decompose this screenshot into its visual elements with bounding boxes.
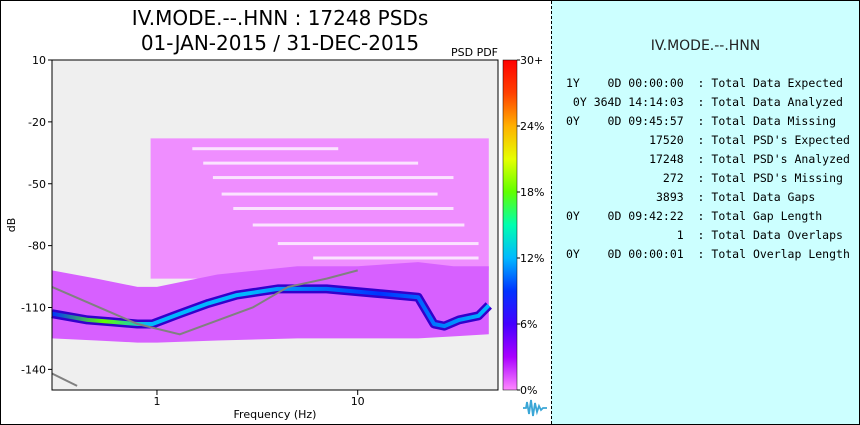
stats-row: 0Y 364D 14:14:03 : Total Data Analyzed <box>566 95 843 109</box>
colorbar <box>502 59 518 391</box>
pdf-streak <box>212 176 454 180</box>
stats-label: : Total Data Gaps <box>683 190 816 204</box>
stats-title: IV.MODE.--.HNN <box>650 38 761 54</box>
stats-label: : Total PSD's Analyzed <box>683 152 850 166</box>
stats-value: 3893 <box>566 190 684 204</box>
plot-border <box>51 59 499 391</box>
stats-row: 17520 : Total PSD's Expected <box>566 133 850 147</box>
stats-row: 0Y 0D 09:42:22 : Total Gap Length <box>566 209 822 223</box>
y-tick-label: -110 <box>21 302 46 315</box>
stats-label: : Total Overlap Length <box>683 247 850 261</box>
stats-label: : Total Data Expected <box>683 76 843 90</box>
stats-value: 17248 <box>566 152 684 166</box>
stats-value: 17520 <box>566 133 684 147</box>
colorbar-tick-label: 6% <box>520 318 537 331</box>
pdf-streak <box>203 161 419 165</box>
chart-date-range: 01-JAN-2015 / 31-DEC-2015 <box>140 31 420 55</box>
stats-value: 1 <box>566 228 684 242</box>
stats-value: 0Y 364D 14:14:03 <box>566 95 684 109</box>
x-tick-label: 1 <box>153 395 160 408</box>
colorbar-tick-label: 18% <box>520 186 544 199</box>
stats-value: 0Y 0D 00:00:01 <box>566 247 684 261</box>
colorbar-tick-label: 0% <box>520 384 537 397</box>
y-tick-label: -80 <box>28 240 46 253</box>
stats-value: 0Y 0D 09:45:57 <box>566 114 684 128</box>
y-tick-label: -140 <box>21 363 46 376</box>
pdf-streak <box>192 147 339 151</box>
stats-panel: IV.MODE.--.HNN 1Y 0D 00:00:00 : Total Da… <box>551 1 859 424</box>
stats-row: 3893 : Total Data Gaps <box>566 190 815 204</box>
stats-value: 272 <box>566 171 684 185</box>
pdf-streak <box>313 256 479 260</box>
stats-label: : Total PSD's Missing <box>683 171 843 185</box>
colorbar-tick-label: 12% <box>520 252 544 265</box>
x-tick-label: 10 <box>351 395 365 408</box>
stats-row: 272 : Total PSD's Missing <box>566 171 843 185</box>
noise-model-line <box>51 269 358 336</box>
y-tick-label: -50 <box>28 178 46 191</box>
stats-label: : Total PSD's Expected <box>683 133 850 147</box>
chart-title: IV.MODE.--.HNN : 17248 PSDs <box>131 6 429 30</box>
colorbar-tick-label: 24% <box>520 120 544 133</box>
pdf-streak <box>221 192 438 196</box>
stats-value: 1Y 0D 00:00:00 <box>566 76 684 90</box>
stats-label: : Total Data Analyzed <box>683 95 843 109</box>
x-axis-label: Frequency (Hz) <box>234 408 317 421</box>
stats-row: 17248 : Total PSD's Analyzed <box>566 152 850 166</box>
stats-row: 1Y 0D 00:00:00 : Total Data Expected <box>566 76 843 90</box>
mode-line <box>51 286 491 329</box>
pdf-streak <box>277 242 479 246</box>
stats-label: : Total Data Missing <box>683 114 837 128</box>
waveform-logo-icon <box>523 399 547 417</box>
y-tick-label: 10 <box>32 54 46 67</box>
pdf-streak <box>252 223 465 227</box>
y-axis-label: dB <box>5 218 18 233</box>
stats-row: 0Y 0D 09:45:57 : Total Data Missing <box>566 114 836 128</box>
stats-row: 1 : Total Data Overlaps <box>566 228 843 242</box>
stats-label: : Total Gap Length <box>683 209 823 223</box>
stats-row: 0Y 0D 00:00:01 : Total Overlap Length <box>566 247 850 261</box>
psd-pdf-chart: 10 -20 -50 -80 -110 -140 1 10 dB Frequency (Hz… <box>5 46 547 421</box>
y-tick-label: -20 <box>28 116 46 129</box>
psd-pdf-label: PSD PDF <box>451 46 498 59</box>
colorbar-tick-label: 30+ <box>520 54 543 67</box>
stats-value: 0Y 0D 09:42:22 <box>566 209 684 223</box>
stats-label: : Total Data Overlaps <box>683 228 843 242</box>
pdf-streak <box>233 207 454 210</box>
noise-model-line <box>51 372 78 387</box>
